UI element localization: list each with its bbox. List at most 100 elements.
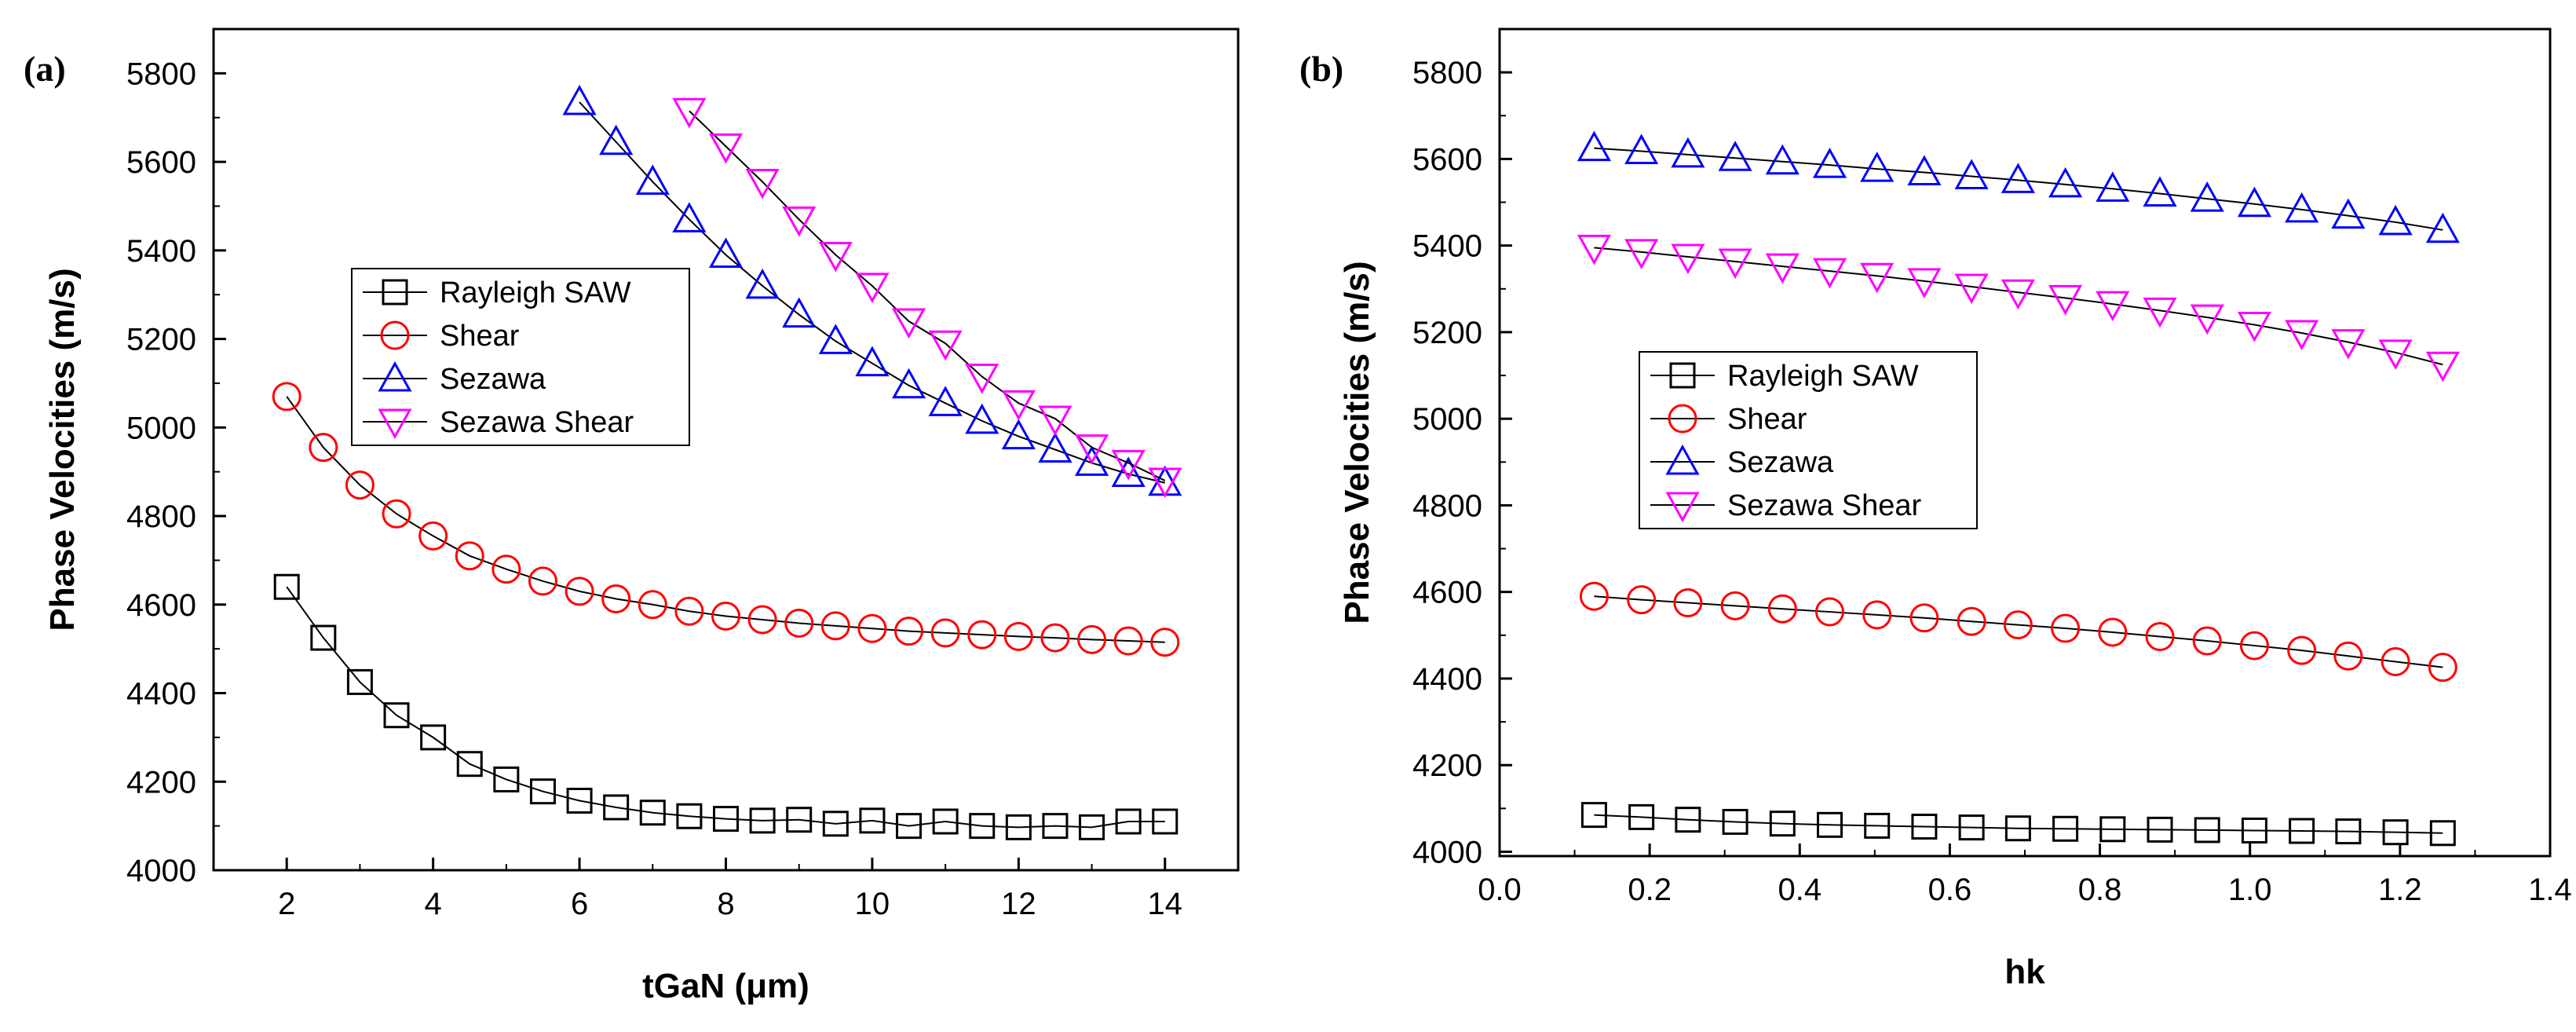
- data-point-s2-p5: [745, 268, 780, 299]
- data-point-s3-p11: [2096, 291, 2130, 322]
- data-point-s2-p10: [2048, 167, 2083, 198]
- x-tick-label: 0.8: [2078, 873, 2122, 907]
- data-point-s2-p13: [1038, 432, 1072, 463]
- data-point-s2-p12: [1001, 419, 1036, 450]
- chart-panel-b: 4000 4200 4400 4600 4800 5000 5200 5400 5600 5800…: [1299, 27, 2572, 991]
- data-point-s2-p8: [855, 346, 890, 377]
- data-point-s0-p2: [346, 668, 373, 695]
- data-point-s0-p10: [639, 800, 666, 826]
- data-point-s0-p13: [2194, 817, 2220, 844]
- data-point-s2-p15: [1111, 456, 1145, 488]
- data-point-s1-p3: [382, 499, 411, 529]
- data-point-s1-p5: [1815, 597, 1845, 627]
- data-point-s1-p6: [491, 554, 521, 584]
- series-line: [579, 101, 1166, 484]
- data-point-s0-p3: [1722, 808, 1748, 835]
- data-point-s2-p10: [928, 386, 963, 416]
- y-tick-label: 4200: [1412, 748, 1482, 783]
- data-point-s0-p3: [383, 702, 410, 729]
- data-point-s3-p13: [2190, 304, 2224, 335]
- data-point-s2-p2: [1671, 137, 1705, 168]
- data-point-s3-p5: [855, 273, 890, 304]
- data-point-s1-p0: [1579, 581, 1609, 611]
- data-point-s3-p12: [1111, 449, 1145, 481]
- data-point-s1-p1: [309, 433, 338, 463]
- data-point-s0-p0: [273, 573, 300, 600]
- data-point-s1-p18: [2428, 653, 2457, 683]
- data-point-s2-p7: [1907, 155, 1942, 185]
- data-point-s2-p1: [1624, 134, 1659, 164]
- data-point-s1-p14: [784, 608, 814, 638]
- data-point-s0-p10: [2052, 815, 2079, 842]
- data-point-slegend-p3: [1665, 492, 1700, 523]
- x-tick-label: 12: [1001, 887, 1036, 921]
- x-tick-label: 0.0: [1478, 873, 1522, 907]
- data-point-s2-p14: [2237, 186, 2272, 218]
- data-point-s1-p1: [1627, 585, 1657, 615]
- series-line: [689, 110, 1166, 481]
- data-point-s3-p11: [1075, 434, 1109, 465]
- data-point-s3-p13: [1148, 467, 1182, 499]
- data-point-s1-p4: [418, 521, 448, 551]
- y-axis-title: Phase Velocities (m/s): [43, 268, 82, 631]
- data-point-s2-p8: [1954, 159, 1989, 189]
- panel-label: (b): [1299, 49, 1343, 89]
- series-shear: [1579, 581, 2457, 683]
- y-tick-label: 4000: [1412, 835, 1482, 869]
- series-sezawa: [1577, 130, 2460, 243]
- data-point-s1-p21: [1040, 623, 1070, 653]
- data-point-s1-p13: [747, 605, 777, 635]
- data-point-s2-p15: [2285, 192, 2319, 223]
- data-point-s1-p8: [1957, 606, 1986, 636]
- data-point-s1-p16: [857, 613, 887, 643]
- y-tick-label: 4200: [126, 765, 196, 800]
- data-point-slegend-p2: [378, 360, 412, 392]
- data-point-s2-p11: [2096, 171, 2130, 202]
- data-point-s1-p23: [1113, 626, 1143, 656]
- data-point-s3-p10: [1038, 405, 1072, 437]
- y-tick-label: 5400: [1412, 229, 1482, 264]
- data-point-s0-p17: [896, 813, 923, 840]
- data-point-s1-p13: [2192, 626, 2222, 656]
- data-point-s0-p6: [493, 766, 520, 792]
- data-point-s1-p10: [2051, 613, 2081, 643]
- y-tick-label: 5000: [126, 411, 196, 445]
- data-point-s0-p2: [1675, 807, 1701, 833]
- data-point-slegend-p0: [1669, 362, 1696, 389]
- data-point-s1-p18: [930, 618, 960, 648]
- data-point-s1-p19: [967, 620, 997, 650]
- series-shear: [272, 382, 1180, 657]
- series-line: [1594, 814, 2443, 834]
- legend-label: Sezawa Shear: [1727, 489, 1921, 522]
- chart-panel-a: 4000 4200 4400 4600 4800 5000 5200 5400 5600 5800…: [24, 27, 1240, 1005]
- y-axis-title: Phase Velocities (m/s): [1338, 261, 1376, 624]
- data-point-s2-p6: [1860, 151, 1895, 182]
- series-sezawa: [562, 84, 1182, 496]
- legend-box: [1639, 351, 1978, 529]
- series-line: [1594, 147, 2443, 231]
- data-point-s0-p15: [822, 811, 849, 837]
- y-tick-label: 4800: [1412, 489, 1482, 523]
- data-point-s1-p5: [455, 541, 484, 571]
- y-tick-label: 5800: [126, 57, 196, 91]
- series-rayleigh-saw: [273, 573, 1178, 840]
- data-point-s2-p0: [1577, 130, 1611, 162]
- data-point-s0-p16: [2335, 818, 2362, 845]
- legend: Rayleigh SAW Shear Sezawa Sezawa Shear: [351, 268, 690, 446]
- data-point-s2-p17: [2378, 204, 2413, 236]
- data-point-slegend-p3: [378, 408, 412, 440]
- data-point-s3-p18: [2425, 351, 2460, 382]
- data-point-s3-p8: [965, 363, 999, 394]
- data-point-s0-p19: [969, 813, 996, 840]
- data-point-s0-p14: [2241, 817, 2267, 844]
- data-point-s1-p12: [2145, 621, 2175, 651]
- data-point-s2-p14: [1075, 445, 1109, 476]
- x-tick-label: 1.4: [2528, 873, 2572, 907]
- data-point-s3-p2: [745, 168, 780, 199]
- data-point-s3-p16: [2331, 329, 2366, 360]
- data-point-s0-p0: [1580, 802, 1607, 829]
- data-point-s0-p13: [749, 807, 776, 834]
- data-point-s0-p11: [2099, 816, 2126, 843]
- data-point-s0-p18: [2429, 820, 2456, 847]
